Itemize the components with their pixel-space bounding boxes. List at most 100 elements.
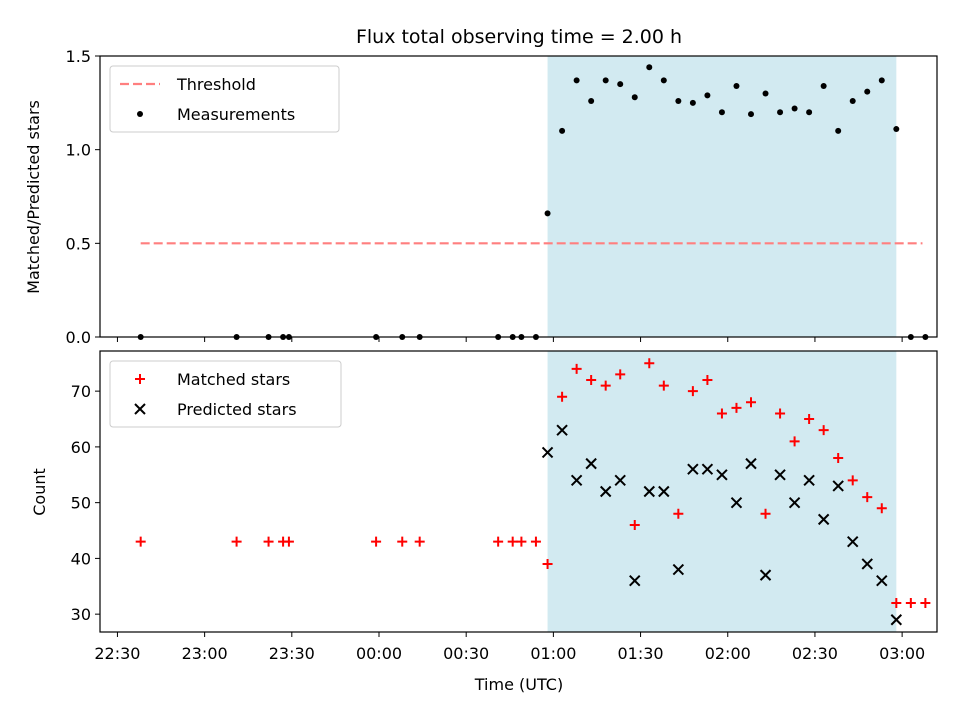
series-measurements	[137, 64, 929, 340]
x-tick-label: 23:00	[182, 644, 228, 663]
legend-label: Threshold	[176, 75, 256, 94]
data-point	[788, 496, 801, 509]
data-point	[643, 485, 655, 498]
y-tick-label: 70	[71, 382, 91, 401]
x-tick-label: 02:30	[792, 644, 838, 663]
data-point	[557, 391, 568, 402]
legend-marker	[134, 403, 146, 415]
data-point	[559, 127, 566, 134]
data-point	[231, 536, 242, 547]
x-axis-label: Time (UTC)	[474, 675, 563, 694]
x-tick-label: 00:30	[443, 644, 489, 663]
x-tick-label: 03:00	[879, 644, 925, 663]
data-point	[847, 475, 858, 486]
data-point	[745, 457, 757, 470]
legend-label: Predicted stars	[177, 400, 297, 419]
data-point	[493, 536, 504, 547]
data-point	[542, 558, 553, 569]
data-point	[920, 598, 931, 609]
data-point	[585, 457, 597, 470]
data-point	[876, 574, 888, 587]
data-point	[730, 496, 743, 509]
data-point	[762, 90, 769, 97]
data-point	[600, 380, 611, 391]
data-point	[570, 474, 583, 487]
legend: Threshold Measurements	[109, 65, 340, 133]
data-point	[135, 536, 146, 547]
axes-frame	[99, 55, 938, 338]
legend-marker	[137, 111, 143, 117]
data-point	[701, 463, 714, 475]
data-point	[675, 97, 682, 104]
data-point	[774, 469, 786, 481]
data-point	[746, 397, 756, 408]
chart-title: Flux total observing time = 2.00 h	[356, 26, 682, 48]
data-point	[629, 519, 640, 530]
y-tick-label: 30	[71, 605, 91, 624]
y-tick-label: 1.0	[66, 141, 91, 160]
data-point	[716, 408, 727, 419]
data-point	[759, 569, 772, 581]
y-tick-label: 40	[71, 549, 91, 568]
data-point	[704, 92, 711, 99]
data-point	[862, 492, 873, 503]
data-point	[530, 536, 541, 547]
data-point	[672, 563, 685, 576]
data-point	[573, 77, 580, 84]
legend-label: Matched stars	[177, 370, 290, 389]
data-point	[646, 64, 653, 71]
data-point	[283, 536, 294, 547]
data-point	[760, 508, 771, 519]
data-point	[507, 536, 518, 547]
data-point	[599, 485, 612, 498]
data-point	[861, 558, 873, 570]
data-point	[631, 94, 638, 101]
legend: Matched stars Predicted stars	[109, 360, 342, 428]
data-point	[876, 503, 887, 514]
data-point	[629, 574, 641, 587]
data-point	[658, 485, 670, 498]
star-count-panel: 30 40 50 60 70 22:30 23:00 23:30 00:00 00:30 01:00…	[71, 350, 938, 663]
data-point	[806, 109, 813, 116]
data-point	[544, 210, 551, 217]
y-tick-label: 0.0	[66, 328, 91, 347]
data-point	[615, 369, 626, 380]
data-point	[414, 536, 425, 547]
series-matched-stars	[135, 358, 931, 609]
data-point	[820, 82, 827, 89]
data-point	[687, 386, 698, 397]
data-point	[556, 424, 568, 436]
x-tick-label: 02:00	[705, 644, 751, 663]
data-point	[397, 536, 408, 547]
y-tick-label: 50	[71, 494, 91, 513]
x-tick-label: 00:00	[356, 644, 402, 663]
data-point	[718, 109, 725, 116]
data-point	[541, 446, 554, 459]
data-point	[263, 536, 274, 547]
data-point	[803, 474, 815, 487]
data-point	[731, 402, 742, 413]
data-point	[847, 535, 859, 548]
data-point	[789, 436, 800, 447]
x-tick-label: 01:00	[530, 644, 576, 663]
data-point	[891, 598, 902, 609]
data-point	[775, 408, 786, 419]
data-point	[878, 77, 885, 84]
data-point	[733, 82, 740, 89]
data-point	[849, 97, 856, 104]
x-tick-label: 01:30	[618, 644, 664, 663]
y-tick-label: 0.5	[66, 234, 91, 253]
x-tick-label: 23:30	[269, 644, 315, 663]
legend-box	[109, 65, 340, 133]
data-point	[571, 363, 582, 374]
data-point	[835, 127, 842, 134]
data-point	[614, 474, 626, 487]
y-axis-label-ratio: Matched/Predicted stars	[24, 100, 43, 294]
y-tick-label: 60	[71, 438, 91, 457]
data-point	[893, 126, 900, 133]
legend-label: Measurements	[177, 105, 295, 124]
data-point	[617, 81, 624, 88]
data-point	[702, 374, 713, 385]
data-point	[687, 463, 699, 475]
